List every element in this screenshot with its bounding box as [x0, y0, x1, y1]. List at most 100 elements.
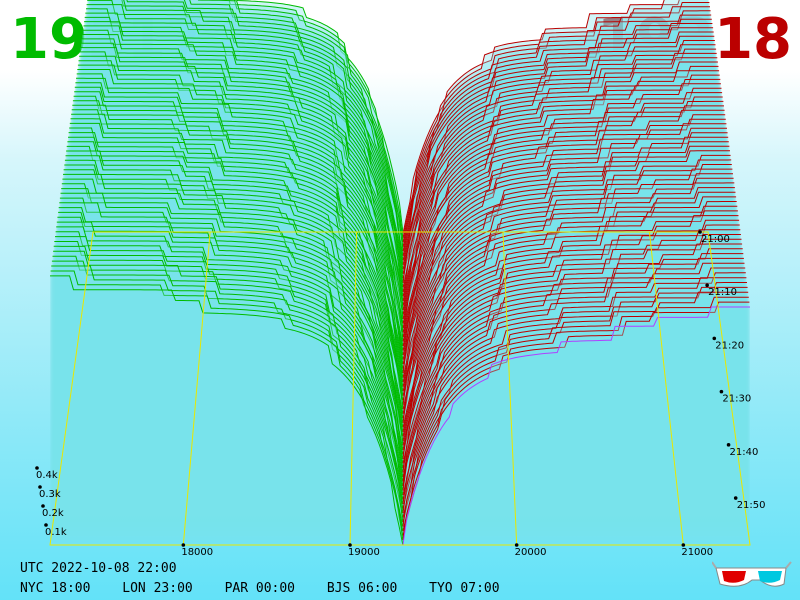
ask-depth-line [402, 100, 724, 347]
ask-depth-line [402, 61, 718, 306]
depth-slice-fill [403, 187, 735, 433]
bid-depth-line [74, 91, 404, 369]
bid-depth-line [68, 136, 404, 414]
bid-depth-line [183, 0, 404, 256]
bid-depth-line [59, 197, 404, 473]
depth-slice-fill [403, 159, 732, 406]
ask-depth-line [402, 173, 733, 419]
ask-depth-line [402, 14, 712, 256]
ask-depth-line [402, 229, 741, 473]
utc-time: UTC 2022-10-08 22:00 [20, 561, 177, 576]
depth-slice-fill [60, 193, 403, 469]
bid-depth-line [189, 0, 404, 252]
bid-depth-line [86, 8, 404, 283]
bid-depth-line [87, 0, 404, 274]
ask-depth-line [402, 306, 750, 545]
depth-slice-fill [84, 17, 403, 293]
depth-slice-fill [403, 307, 750, 545]
x-gridline [648, 231, 684, 546]
bid-depth-line [228, 0, 404, 238]
depth-slice-fill [58, 212, 403, 487]
depth-slice-fill [403, 62, 718, 306]
volume-tick-label: 0.1k [45, 527, 67, 538]
depth-slice-fill [403, 92, 723, 338]
depth-slice-fill [61, 183, 403, 460]
bid-depth-line [64, 159, 404, 437]
depth-slice-fill [62, 179, 403, 455]
depth-slice-fill [56, 226, 403, 500]
depth-slice-fill [403, 23, 713, 266]
bid-depth-line [73, 95, 404, 374]
depth-slice-fill [57, 217, 403, 491]
ask-depth-line [402, 132, 728, 378]
ask-depth-line [402, 44, 716, 288]
bid-depth-line [82, 29, 404, 306]
ask-depth-line [402, 52, 717, 297]
bid-depth-line [59, 202, 404, 477]
x-tick-label: 18000 [181, 547, 213, 556]
volume-tick-label: 0.2k [42, 508, 64, 519]
depth-slice-fill [68, 137, 403, 415]
ask-depth-line [402, 272, 746, 514]
bid-depth-line [77, 69, 404, 347]
ask-depth-line [402, 182, 735, 428]
depth-slice-fill [69, 123, 403, 401]
bid-depth-line [236, 0, 404, 234]
bid-depth-line [68, 132, 404, 410]
ask-depth-line [402, 205, 738, 450]
bid-depth-line [65, 155, 404, 432]
bid-depth-line [81, 42, 404, 319]
ask-depth-line [402, 168, 733, 414]
depth-slice-fill [59, 202, 403, 478]
bid-depth-line [83, 25, 404, 301]
bid-depth-line [50, 275, 404, 545]
chart-axes: 18000 19000 20000 21000 0.1k 0.2k 0.3k 0.4k 21:0… [35, 230, 766, 556]
time-tick-label: 21:00 [701, 234, 730, 245]
ask-depth-line [402, 10, 711, 252]
ask-depth-line [402, 291, 749, 532]
ask-depth-line [402, 18, 712, 261]
city-time-bjs: BJS 06:00 [326, 581, 398, 596]
bid-depth-line [51, 265, 404, 536]
bid-depth-line [72, 104, 404, 383]
x-tick-label: 20000 [515, 547, 547, 556]
depth-slice-fill [403, 75, 720, 320]
bid-depth-line [56, 221, 404, 495]
ask-depth-line [402, 296, 749, 536]
ask-depth-line [402, 234, 741, 478]
ask-depth-line [402, 35, 715, 279]
ask-depth-line [402, 6, 710, 247]
ask-depth-line [402, 136, 729, 383]
depth-slice-fill [403, 49, 717, 293]
depth-slice-fill [403, 164, 732, 410]
city-time-par: PAR 00:00 [224, 581, 296, 596]
ask-depth-line [402, 262, 745, 505]
depth-slice-fill [87, 0, 403, 275]
depth-slice-fill [403, 88, 722, 333]
ask-depth-line [402, 109, 725, 356]
ask-depth-line [402, 150, 730, 396]
bid-depth-line [79, 55, 404, 333]
bid-depth-line [63, 169, 404, 446]
city-time-tyo: TYO 07:00 [429, 581, 500, 596]
bid-depth-line [52, 255, 404, 527]
depth-slice-fill [403, 15, 712, 257]
ask-depth-line [402, 23, 713, 265]
depth-slice-fill [61, 188, 403, 464]
depth-slice-fill [63, 174, 403, 451]
ask-depth-line [402, 253, 744, 496]
bid-depth-line [86, 4, 404, 279]
ask-depth-line [402, 164, 732, 410]
ask-depth-line [402, 48, 717, 293]
depth-slice-fill [59, 198, 403, 473]
ask-depth-line [402, 70, 720, 315]
ask-depth-line [402, 243, 743, 486]
ask-depth-line [402, 277, 747, 518]
ask-depth-line [402, 191, 736, 437]
bid-depth-line [76, 73, 404, 351]
volume-tick-label: 0.4k [36, 470, 58, 481]
3d-glasses-icon[interactable] [712, 558, 792, 592]
depth-slice-fill [77, 69, 403, 347]
depth-slice-fill [403, 19, 712, 261]
volume-tick-dot [38, 485, 42, 489]
